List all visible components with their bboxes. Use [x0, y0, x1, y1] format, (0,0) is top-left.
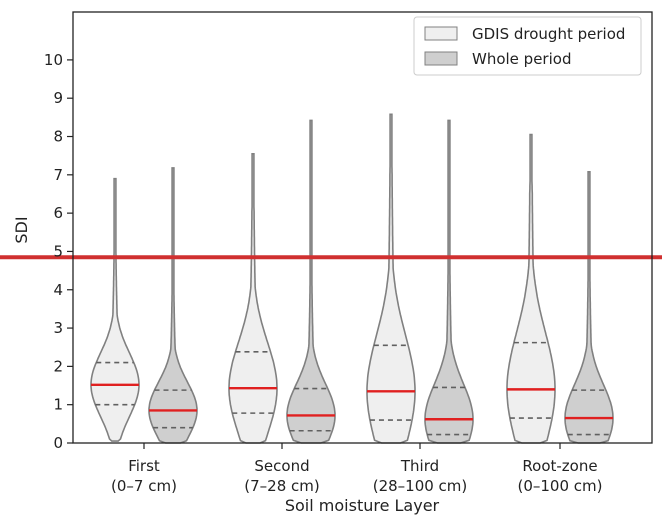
violin-whole-3 [424, 119, 474, 444]
legend-swatch-whole [424, 51, 458, 66]
y-tick-label: 1 [53, 396, 63, 414]
y-tick-label: 7 [53, 166, 63, 184]
violin-whole-2 [286, 119, 336, 444]
legend: GDIS drought period Whole period [413, 16, 642, 76]
violin-gdis-3 [366, 113, 416, 444]
y-tick-label: 6 [53, 204, 63, 222]
violin-whole-4 [564, 171, 614, 444]
x-axis-label: Soil moisture Layer [285, 496, 440, 515]
y-tick-label: 2 [53, 357, 63, 375]
y-tick-label: 0 [53, 434, 63, 452]
x-tick-label: First [128, 457, 160, 475]
plot-frame [72, 11, 653, 444]
violins-layer [90, 113, 614, 444]
legend-label-gdis: GDIS drought period [472, 25, 625, 43]
y-tick-label: 8 [53, 128, 63, 146]
x-tick-sublabel: (7–28 cm) [244, 477, 319, 495]
violin-whole-1 [148, 167, 198, 444]
legend-swatch-gdis [424, 26, 458, 41]
y-tick-label: 9 [53, 89, 63, 107]
x-tick-label: Second [254, 457, 309, 475]
x-tick-sublabel: (0–7 cm) [111, 477, 177, 495]
y-axis-label: SDI [12, 216, 31, 243]
legend-box [413, 16, 642, 76]
violin-gdis-4 [506, 133, 556, 444]
y-tick-label: 5 [53, 242, 63, 260]
x-tick-label: Third [400, 457, 439, 475]
y-tick-label: 10 [44, 51, 63, 69]
axes-layer: 0 1 2 3 4 5 6 7 8 9 10 First (0–7 cm) Second (7–28 cm)… [44, 11, 653, 495]
x-tick-sublabel: (28–100 cm) [373, 477, 468, 495]
y-tick-label: 4 [53, 281, 63, 299]
y-tick-label: 3 [53, 319, 63, 337]
violin-gdis-2 [228, 153, 278, 444]
x-tick-sublabel: (0–100 cm) [517, 477, 602, 495]
legend-label-whole: Whole period [472, 50, 571, 68]
x-tick-label: Root-zone [522, 457, 597, 475]
violin-gdis-1 [90, 177, 140, 442]
